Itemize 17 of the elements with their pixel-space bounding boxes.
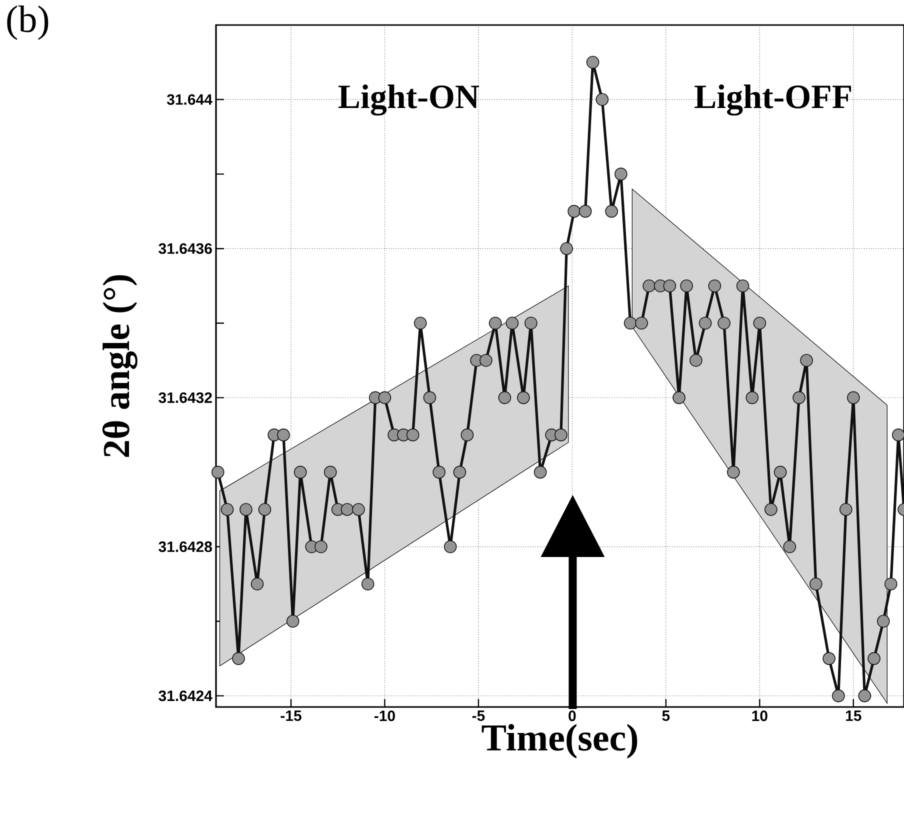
y-tick-label: 31.6432 <box>158 392 212 403</box>
x-tick-label: 0 <box>568 710 576 722</box>
x-axis-title: Time(sec) <box>482 724 638 758</box>
x-tick-label: 10 <box>752 710 768 722</box>
y-tick-label: 31.6436 <box>158 243 212 254</box>
x-tick-label: 15 <box>846 710 862 721</box>
x-tick-label: 5 <box>662 710 670 721</box>
y-tick-label: 31.644 <box>166 94 212 105</box>
x-tick-label: -10 <box>374 710 395 722</box>
y-tick-label: 31.6428 <box>158 541 212 552</box>
y-tick-label: 31.6424 <box>158 690 212 702</box>
x-tick-label: -15 <box>280 710 302 721</box>
y-axis-title: 2θ angle (°) <box>102 275 138 457</box>
x-tick-label: -5 <box>472 710 485 721</box>
annotation: Light-OFF <box>694 84 852 116</box>
annotation: Light-ON <box>338 84 480 116</box>
text: (b) <box>7 6 48 40</box>
